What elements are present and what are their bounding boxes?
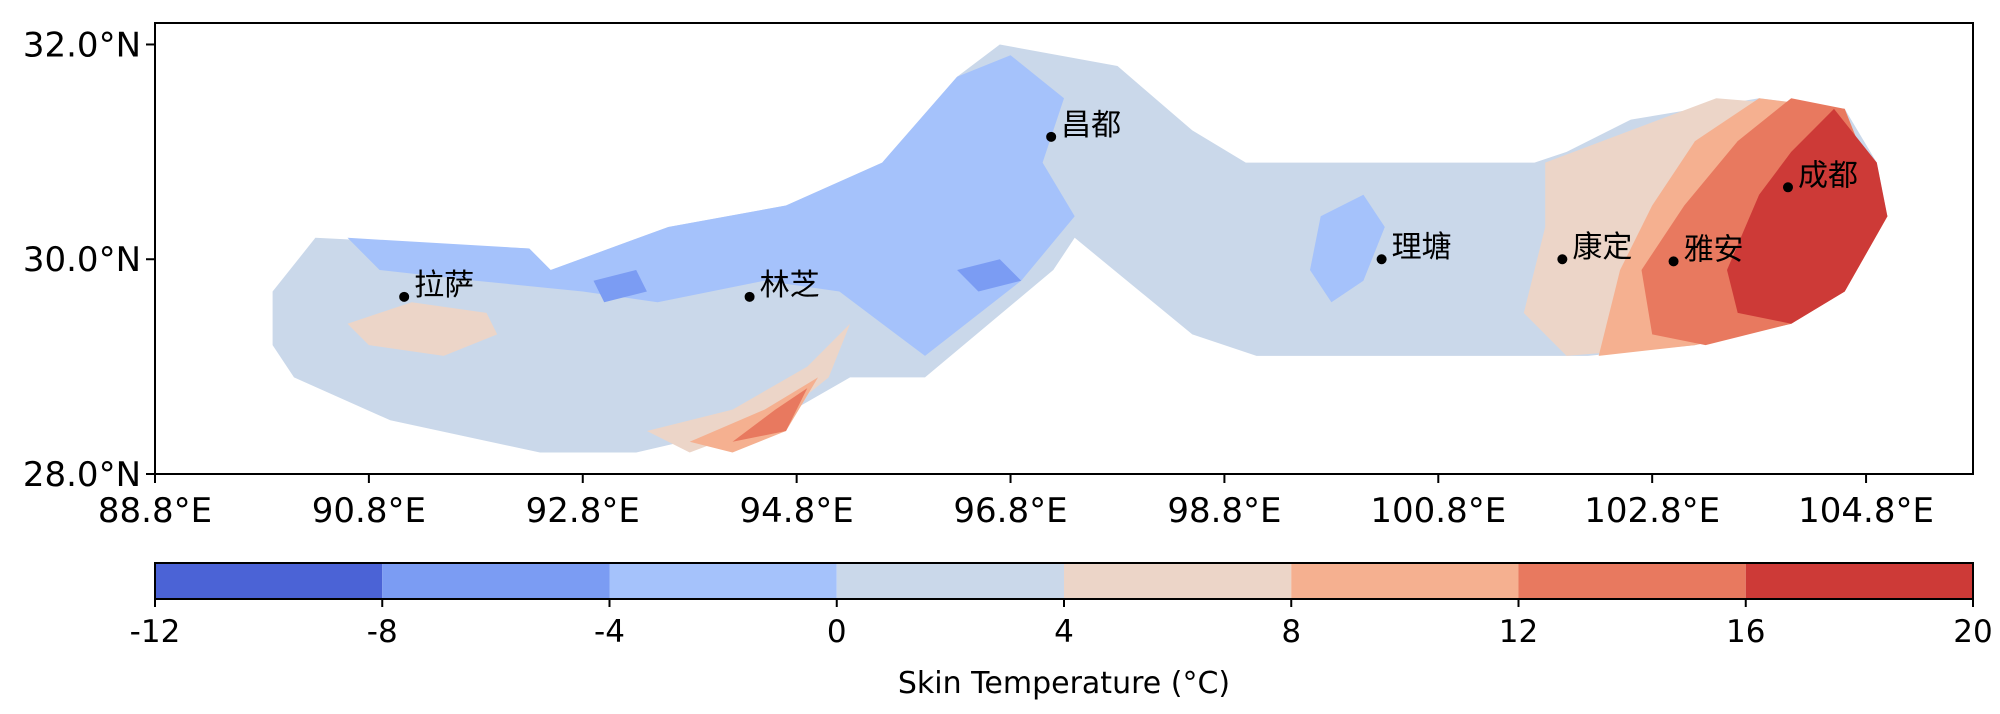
colorbar: -12 -8 -4 0 4 8 12 16 20: [130, 562, 1993, 650]
temperature-region-3: [593, 270, 647, 303]
colorbar-segment: [1518, 563, 1746, 599]
city-marker: [1668, 256, 1679, 267]
city-label: 成都: [1798, 158, 1858, 193]
x-axis: 88.8°E 90.8°E 92.8°E 94.8°E 96.8°E 98.8°E 100.…: [98, 474, 1934, 531]
temperature-region-1: [347, 55, 1075, 356]
temperature-region-8: [732, 388, 808, 442]
colorbar-segment: [1745, 563, 1973, 599]
city-marker: [1046, 131, 1057, 142]
y-tick-label: 30.0°N: [23, 240, 141, 280]
colorbar-segment: [836, 563, 1064, 599]
temperature-region-5: [347, 302, 498, 356]
colorbar-tick-label: -4: [594, 614, 625, 650]
temperature-region-2: [1310, 194, 1385, 303]
y-tick-label: 32.0°N: [23, 25, 141, 65]
temperature-region-12: [1727, 108, 1888, 324]
city-marker: [1782, 182, 1793, 193]
colorbar-tick-label: -12: [130, 614, 181, 650]
x-tick-label: 94.8°E: [740, 491, 854, 531]
x-tick-label: 92.8°E: [526, 491, 640, 531]
y-axis: 28.0°N 30.0°N 32.0°N: [23, 25, 155, 495]
colorbar-segment: [1291, 563, 1519, 599]
colorbar-segment: [382, 563, 610, 599]
temperature-region-0: [272, 44, 1888, 453]
city-label: 拉萨: [414, 268, 474, 303]
x-tick-label: 102.8°E: [1584, 491, 1720, 531]
city-label: 理塘: [1392, 230, 1452, 265]
colorbar-tick-label: 16: [1726, 614, 1765, 650]
y-tick-label: 28.0°N: [23, 455, 141, 495]
city-marker: [744, 291, 755, 302]
x-tick-label: 104.8°E: [1798, 491, 1934, 531]
city-label: 康定: [1572, 230, 1632, 265]
colorbar-segment: [609, 563, 837, 599]
colorbar-segment: [155, 563, 383, 599]
plot-frame: [154, 22, 1974, 475]
x-tick-label: 90.8°E: [312, 491, 426, 531]
city-marker: [1557, 254, 1568, 265]
colorbar-tick-label: 4: [1054, 614, 1074, 650]
x-tick-label: 98.8°E: [1167, 491, 1281, 531]
x-tick-label: 88.8°E: [98, 491, 212, 531]
city-marker: [399, 291, 410, 302]
colorbar-tick-label: 12: [1499, 614, 1538, 650]
city-label: 昌都: [1061, 108, 1121, 143]
temperature-region-7: [689, 377, 818, 453]
city-label: 林芝: [760, 268, 820, 303]
colorbar-tick-label: 0: [827, 614, 847, 650]
city-marker: [1376, 254, 1387, 265]
colorbar-tick-label: 20: [1953, 614, 1992, 650]
colorbar-tick-label: 8: [1281, 614, 1301, 650]
temperature-region-4: [957, 259, 1022, 292]
colorbar-tick-label: -8: [367, 614, 398, 650]
temperature-contours: [272, 44, 1888, 453]
colorbar-segment: [1064, 563, 1292, 599]
colorbar-label: Skin Temperature (°C): [898, 666, 1230, 701]
x-tick-label: 96.8°E: [953, 491, 1067, 531]
temperature-region-6: [646, 323, 851, 453]
city-label: 雅安: [1684, 232, 1744, 267]
x-tick-label: 100.8°E: [1370, 491, 1506, 531]
